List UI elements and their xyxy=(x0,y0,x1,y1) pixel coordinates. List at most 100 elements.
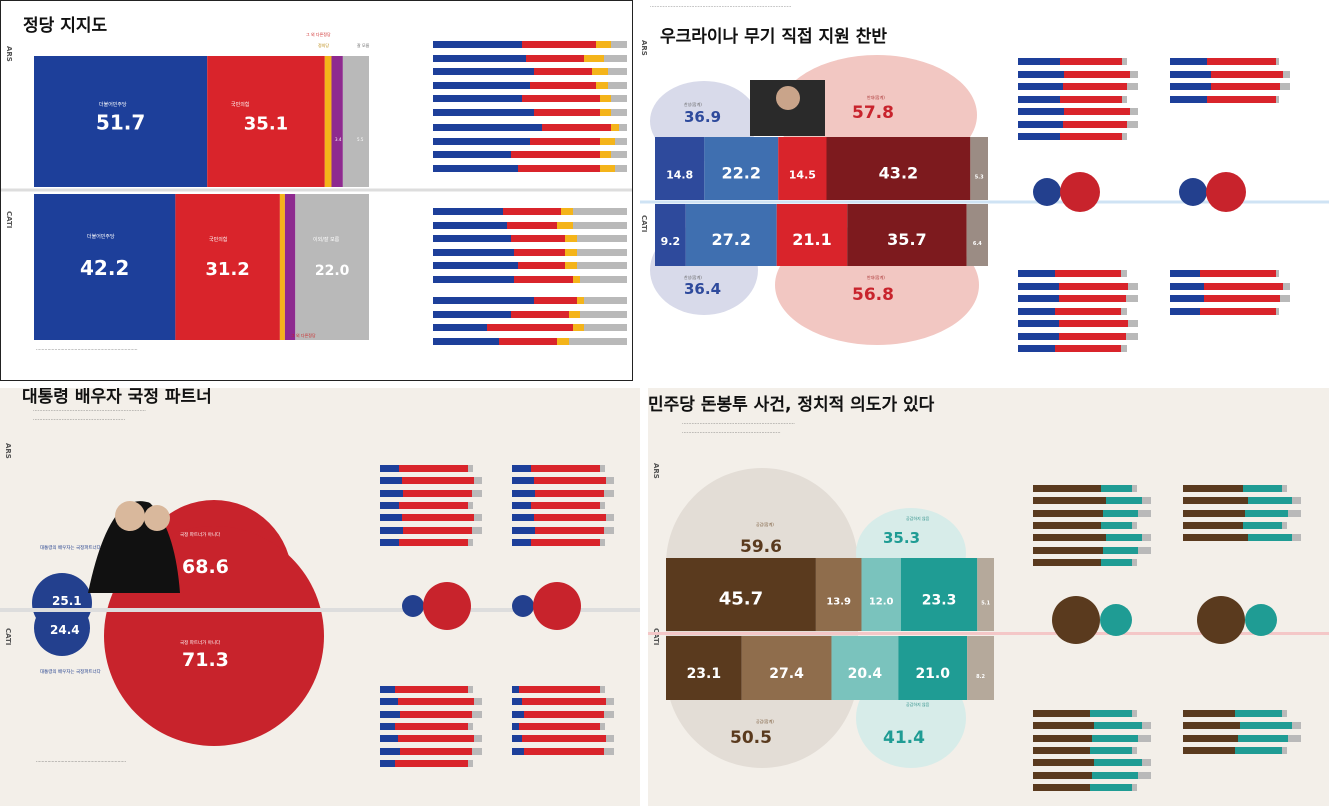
mini-bar xyxy=(512,465,614,472)
mini-bar xyxy=(1018,95,1138,103)
mini-bar xyxy=(1183,521,1301,529)
gender-bubble-teal xyxy=(1245,604,1277,636)
mini-bar xyxy=(1018,295,1138,302)
segment-1 xyxy=(704,137,779,200)
mini-bar xyxy=(1183,509,1301,517)
segment-3 xyxy=(284,194,296,340)
mini-bar xyxy=(1033,546,1151,554)
mini-bar xyxy=(380,735,482,743)
segment-0 xyxy=(655,204,686,266)
gender-bubble-blue xyxy=(512,595,534,617)
segment-3 xyxy=(847,204,967,266)
cati-agree-caption: 찬성(합계) xyxy=(684,274,702,280)
gender-bubble-red xyxy=(533,582,581,630)
segment-value-2: 20.4 xyxy=(848,666,883,682)
gender-bubble-red xyxy=(1206,172,1246,212)
ars-no-caption: 공감하지 않음 xyxy=(906,515,930,521)
mini-bar xyxy=(433,324,627,331)
divider-line xyxy=(648,632,1329,635)
segment-0 xyxy=(34,194,176,340)
mini-bar xyxy=(380,759,482,767)
ars-yes-caption: 공감(합계) xyxy=(756,521,774,527)
mini-bar xyxy=(512,698,614,706)
mini-bar xyxy=(512,501,614,509)
mini-bar xyxy=(433,41,627,48)
segment-value-2: 14.5 xyxy=(789,169,816,182)
mini-bar xyxy=(433,297,627,304)
cati-partner-value: 24.4 xyxy=(50,623,80,637)
gender-bubble-teal xyxy=(1100,604,1132,636)
panel-title: 우크라이나 무기 직접 지원 찬반 xyxy=(660,27,887,47)
mini-bar xyxy=(1033,509,1151,517)
mini-bar xyxy=(433,310,627,318)
cati-no-total: 41.4 xyxy=(883,728,925,748)
mini-bar xyxy=(380,710,482,718)
segment-value-2: 21.1 xyxy=(792,230,831,249)
mini-bar xyxy=(1033,534,1151,542)
ars-side-label: ARS xyxy=(640,40,648,56)
gender-bubble-blue xyxy=(1033,178,1061,206)
mini-bar xyxy=(380,501,482,509)
cati-agree-total: 36.4 xyxy=(684,280,721,298)
cati-not-partner-value: 71.3 xyxy=(182,649,229,671)
segment-value-1: 27.4 xyxy=(769,666,804,682)
segment-4 xyxy=(967,636,994,700)
first-lady-chart: 25.1 24.4 68.6 71.3 대통령의 배우자는 국정파트너다 대통령… xyxy=(0,500,640,746)
panel-ukraine-weapons: ········································… xyxy=(640,0,1329,381)
segment-value-0: 23.1 xyxy=(687,666,722,682)
mini-bar xyxy=(1018,282,1138,290)
mini-bar xyxy=(1018,270,1138,277)
mini-bar xyxy=(512,686,614,693)
mini-bar xyxy=(1033,497,1151,505)
mini-bar xyxy=(1033,722,1151,730)
mini-bar xyxy=(433,137,627,145)
gender-bubble-red xyxy=(423,582,471,630)
segment-value-0: 51.7 xyxy=(96,111,145,135)
cati-side-label: CATI xyxy=(5,211,13,229)
ars-no-total: 35.3 xyxy=(883,529,920,547)
ars-not-partner-value: 68.6 xyxy=(182,556,229,578)
question-text-2: ········································… xyxy=(682,430,781,436)
segment-3 xyxy=(331,56,343,187)
mini-bar xyxy=(433,262,627,269)
mini-bar xyxy=(1183,485,1301,492)
mini-bar xyxy=(433,208,627,215)
ars-partner-caption: 대통령의 배우자는 국정파트너다 xyxy=(40,544,102,551)
mini-bar xyxy=(433,124,627,131)
mini-bar xyxy=(1033,759,1151,767)
mini-bar xyxy=(433,164,627,172)
photo-face xyxy=(776,86,800,110)
panel-title: 대통령 배우자 국정 파트너 xyxy=(22,388,212,407)
ars-side-label: ARS xyxy=(4,443,12,459)
mini-bar xyxy=(433,151,627,158)
segment-value-3: 43.2 xyxy=(879,164,918,183)
mini-bar xyxy=(1018,345,1138,352)
mini-bar xyxy=(433,68,627,75)
segment-2 xyxy=(861,558,901,631)
question-text: ········································… xyxy=(33,408,146,414)
ars-not-partner-caption: 국정 파트너가 아니다 xyxy=(180,531,221,538)
cati-side-label: CATI xyxy=(652,628,660,646)
mini-bar xyxy=(512,514,614,522)
cati-dem-label: 더불어민주당 xyxy=(87,233,115,240)
mini-bar xyxy=(433,54,627,62)
panel-title: 민주당 돈봉투 사건, 정치적 의도가 있다 xyxy=(648,395,935,415)
mini-bar xyxy=(1018,120,1138,128)
mini-bar xyxy=(1018,133,1138,140)
question-text-2: ········································… xyxy=(33,417,126,423)
gender-bubble-blue xyxy=(1179,178,1207,206)
mini-bar xyxy=(380,722,482,730)
gender-bubble-brown xyxy=(1052,596,1100,644)
segment-value-4: 22.0 xyxy=(315,263,350,279)
cati-partner-caption: 대통령의 배우자는 국정파트너다 xyxy=(40,668,102,675)
small-label-3: 그 외 다른정당 xyxy=(291,332,316,338)
mini-bar xyxy=(1018,70,1138,78)
mini-bar xyxy=(433,248,627,256)
gender-bubble-blue xyxy=(402,595,424,617)
segment-value-0: 42.2 xyxy=(80,256,129,280)
segment-4 xyxy=(342,56,369,187)
mini-bar xyxy=(1183,722,1301,730)
mini-bar xyxy=(1033,783,1151,791)
mini-bar xyxy=(1170,70,1290,78)
segment-value-4: 6.4 xyxy=(973,241,982,247)
